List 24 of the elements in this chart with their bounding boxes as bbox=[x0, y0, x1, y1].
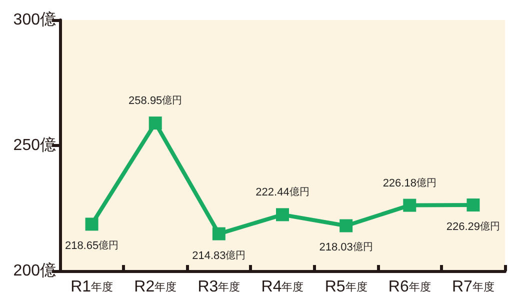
data-label: 226.18億円 bbox=[382, 176, 436, 190]
y-tick-label: 250億 bbox=[13, 136, 56, 154]
data-label: 218.65億円 bbox=[64, 240, 119, 252]
point bbox=[403, 198, 416, 212]
point bbox=[276, 208, 289, 222]
x-tick-label: R2年度 bbox=[134, 278, 177, 296]
x-tick-label: R6年度 bbox=[388, 278, 431, 296]
data-label: 222.44億円 bbox=[256, 186, 310, 199]
x-tick-label: R3年度 bbox=[198, 278, 240, 296]
data-label: 218.03億円 bbox=[319, 241, 373, 254]
data-label: 214.83億円 bbox=[192, 249, 246, 262]
y-tick-label: 300億 bbox=[13, 10, 56, 28]
x-tick-label: R4年度 bbox=[261, 278, 304, 296]
x-tick-label: R1年度 bbox=[70, 278, 114, 296]
point bbox=[212, 227, 226, 240]
data-label: 258.95億円 bbox=[128, 94, 182, 108]
data-label: 226.29億円 bbox=[446, 220, 500, 234]
y-tick-label: 200億 bbox=[13, 262, 56, 280]
point bbox=[466, 198, 480, 212]
x-tick-label: R5年度 bbox=[324, 278, 368, 296]
x-tick-label: R7年度 bbox=[452, 278, 494, 296]
point bbox=[85, 218, 98, 231]
point bbox=[340, 219, 353, 232]
point bbox=[148, 116, 162, 130]
